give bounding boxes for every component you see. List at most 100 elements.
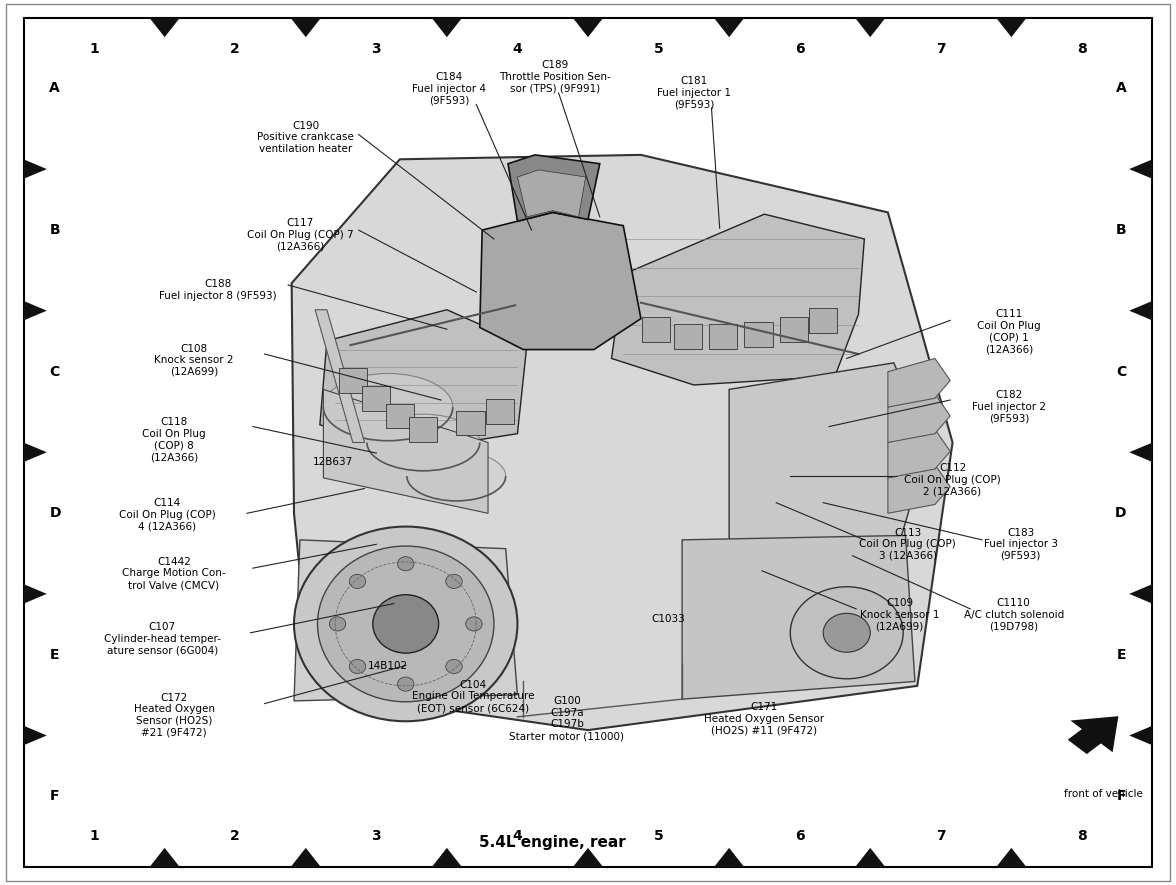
Text: B: B — [1116, 223, 1127, 237]
Polygon shape — [612, 214, 864, 385]
Text: D: D — [49, 506, 61, 520]
Ellipse shape — [367, 414, 480, 471]
Polygon shape — [888, 429, 950, 478]
Text: C182
Fuel injector 2
(9F593): C182 Fuel injector 2 (9F593) — [973, 390, 1045, 424]
Text: C118
Coil On Plug
(COP) 8
(12A366): C118 Coil On Plug (COP) 8 (12A366) — [142, 418, 206, 462]
Ellipse shape — [373, 595, 439, 653]
Text: 7: 7 — [936, 829, 946, 843]
Text: 2: 2 — [230, 42, 240, 56]
Text: 4: 4 — [513, 42, 522, 56]
Polygon shape — [24, 584, 47, 604]
Polygon shape — [996, 18, 1027, 37]
Polygon shape — [149, 848, 180, 867]
Text: C111
Coil On Plug
(COP) 1
(12A366): C111 Coil On Plug (COP) 1 (12A366) — [977, 310, 1041, 354]
Text: 4: 4 — [513, 829, 522, 843]
Ellipse shape — [397, 677, 414, 691]
Text: A: A — [49, 81, 60, 96]
Text: D: D — [1115, 506, 1127, 520]
Text: 14B102: 14B102 — [368, 660, 408, 671]
Ellipse shape — [294, 527, 517, 721]
Text: C: C — [1116, 365, 1127, 379]
Text: front of vehicle: front of vehicle — [1063, 789, 1143, 799]
Text: C108
Knock sensor 2
(12A699): C108 Knock sensor 2 (12A699) — [154, 343, 234, 377]
Polygon shape — [1129, 726, 1152, 745]
Text: C171
Heated Oxygen Sensor
(HO2S) #11 (9F472): C171 Heated Oxygen Sensor (HO2S) #11 (9F… — [704, 702, 824, 735]
Polygon shape — [888, 465, 950, 513]
Polygon shape — [480, 212, 641, 350]
FancyArrow shape — [1065, 715, 1120, 756]
Ellipse shape — [349, 659, 366, 673]
Text: B: B — [49, 223, 60, 237]
Text: C172
Heated Oxygen
Sensor (HO2S)
#21 (9F472): C172 Heated Oxygen Sensor (HO2S) #21 (9F… — [134, 693, 214, 737]
Polygon shape — [432, 18, 462, 37]
Text: A: A — [1116, 81, 1127, 96]
Polygon shape — [320, 310, 527, 451]
Text: 8: 8 — [1077, 42, 1087, 56]
Polygon shape — [888, 394, 950, 442]
Ellipse shape — [823, 613, 870, 652]
Text: 5.4L engine, rear: 5.4L engine, rear — [480, 835, 626, 850]
Text: 5: 5 — [654, 829, 663, 843]
Text: C184
Fuel injector 4
(9F593): C184 Fuel injector 4 (9F593) — [413, 72, 486, 105]
Polygon shape — [1129, 584, 1152, 604]
Polygon shape — [1129, 301, 1152, 320]
Polygon shape — [290, 18, 321, 37]
Text: C1442
Charge Motion Con-
trol Valve (CMCV): C1442 Charge Motion Con- trol Valve (CMC… — [122, 557, 226, 590]
Ellipse shape — [790, 587, 903, 679]
Text: 3: 3 — [372, 42, 381, 56]
Polygon shape — [855, 18, 886, 37]
Text: 7: 7 — [936, 42, 946, 56]
Ellipse shape — [349, 574, 366, 589]
Text: C1110
A/C clutch solenoid
(19D798): C1110 A/C clutch solenoid (19D798) — [963, 598, 1064, 632]
Polygon shape — [888, 358, 950, 407]
FancyBboxPatch shape — [642, 317, 670, 342]
Ellipse shape — [407, 451, 506, 501]
Polygon shape — [996, 848, 1027, 867]
Ellipse shape — [397, 557, 414, 571]
Text: C104
Engine Oil Temperature
(EOT) sensor (6C624): C104 Engine Oil Temperature (EOT) sensor… — [412, 680, 534, 713]
Text: 12B637: 12B637 — [313, 457, 353, 467]
FancyBboxPatch shape — [744, 322, 773, 347]
Text: 6: 6 — [795, 829, 804, 843]
Ellipse shape — [323, 373, 453, 441]
Polygon shape — [729, 363, 929, 562]
Text: E: E — [49, 648, 59, 662]
Text: C109
Knock sensor 1
(12A699): C109 Knock sensor 1 (12A699) — [860, 598, 940, 632]
Text: C114
Coil On Plug (COP)
4 (12A366): C114 Coil On Plug (COP) 4 (12A366) — [119, 498, 215, 532]
Polygon shape — [573, 18, 603, 37]
Text: C1033: C1033 — [652, 614, 684, 625]
Polygon shape — [290, 848, 321, 867]
Polygon shape — [432, 848, 462, 867]
Ellipse shape — [318, 546, 494, 702]
Text: E: E — [1117, 648, 1127, 662]
Polygon shape — [24, 301, 47, 320]
Polygon shape — [315, 310, 365, 442]
FancyBboxPatch shape — [674, 324, 702, 349]
Text: 5: 5 — [654, 42, 663, 56]
Polygon shape — [24, 726, 47, 745]
Text: F: F — [49, 789, 59, 804]
Ellipse shape — [466, 617, 482, 631]
Polygon shape — [24, 442, 47, 462]
Text: 2: 2 — [230, 829, 240, 843]
Polygon shape — [714, 848, 744, 867]
Text: 1: 1 — [89, 829, 99, 843]
FancyBboxPatch shape — [409, 417, 437, 442]
FancyBboxPatch shape — [780, 317, 808, 342]
Polygon shape — [517, 170, 586, 217]
FancyBboxPatch shape — [486, 399, 514, 424]
Polygon shape — [573, 848, 603, 867]
Polygon shape — [855, 848, 886, 867]
Polygon shape — [323, 389, 488, 513]
Polygon shape — [292, 155, 953, 730]
FancyBboxPatch shape — [386, 404, 414, 428]
Polygon shape — [1129, 159, 1152, 179]
FancyBboxPatch shape — [339, 368, 367, 393]
Text: G100
C197a
C197b
Starter motor (11000): G100 C197a C197b Starter motor (11000) — [509, 696, 624, 741]
Text: 3: 3 — [372, 829, 381, 843]
Polygon shape — [294, 540, 517, 701]
FancyBboxPatch shape — [362, 386, 390, 411]
Text: 8: 8 — [1077, 829, 1087, 843]
Polygon shape — [714, 18, 744, 37]
Text: C113
Coil On Plug (COP)
3 (12A366): C113 Coil On Plug (COP) 3 (12A366) — [860, 527, 956, 561]
